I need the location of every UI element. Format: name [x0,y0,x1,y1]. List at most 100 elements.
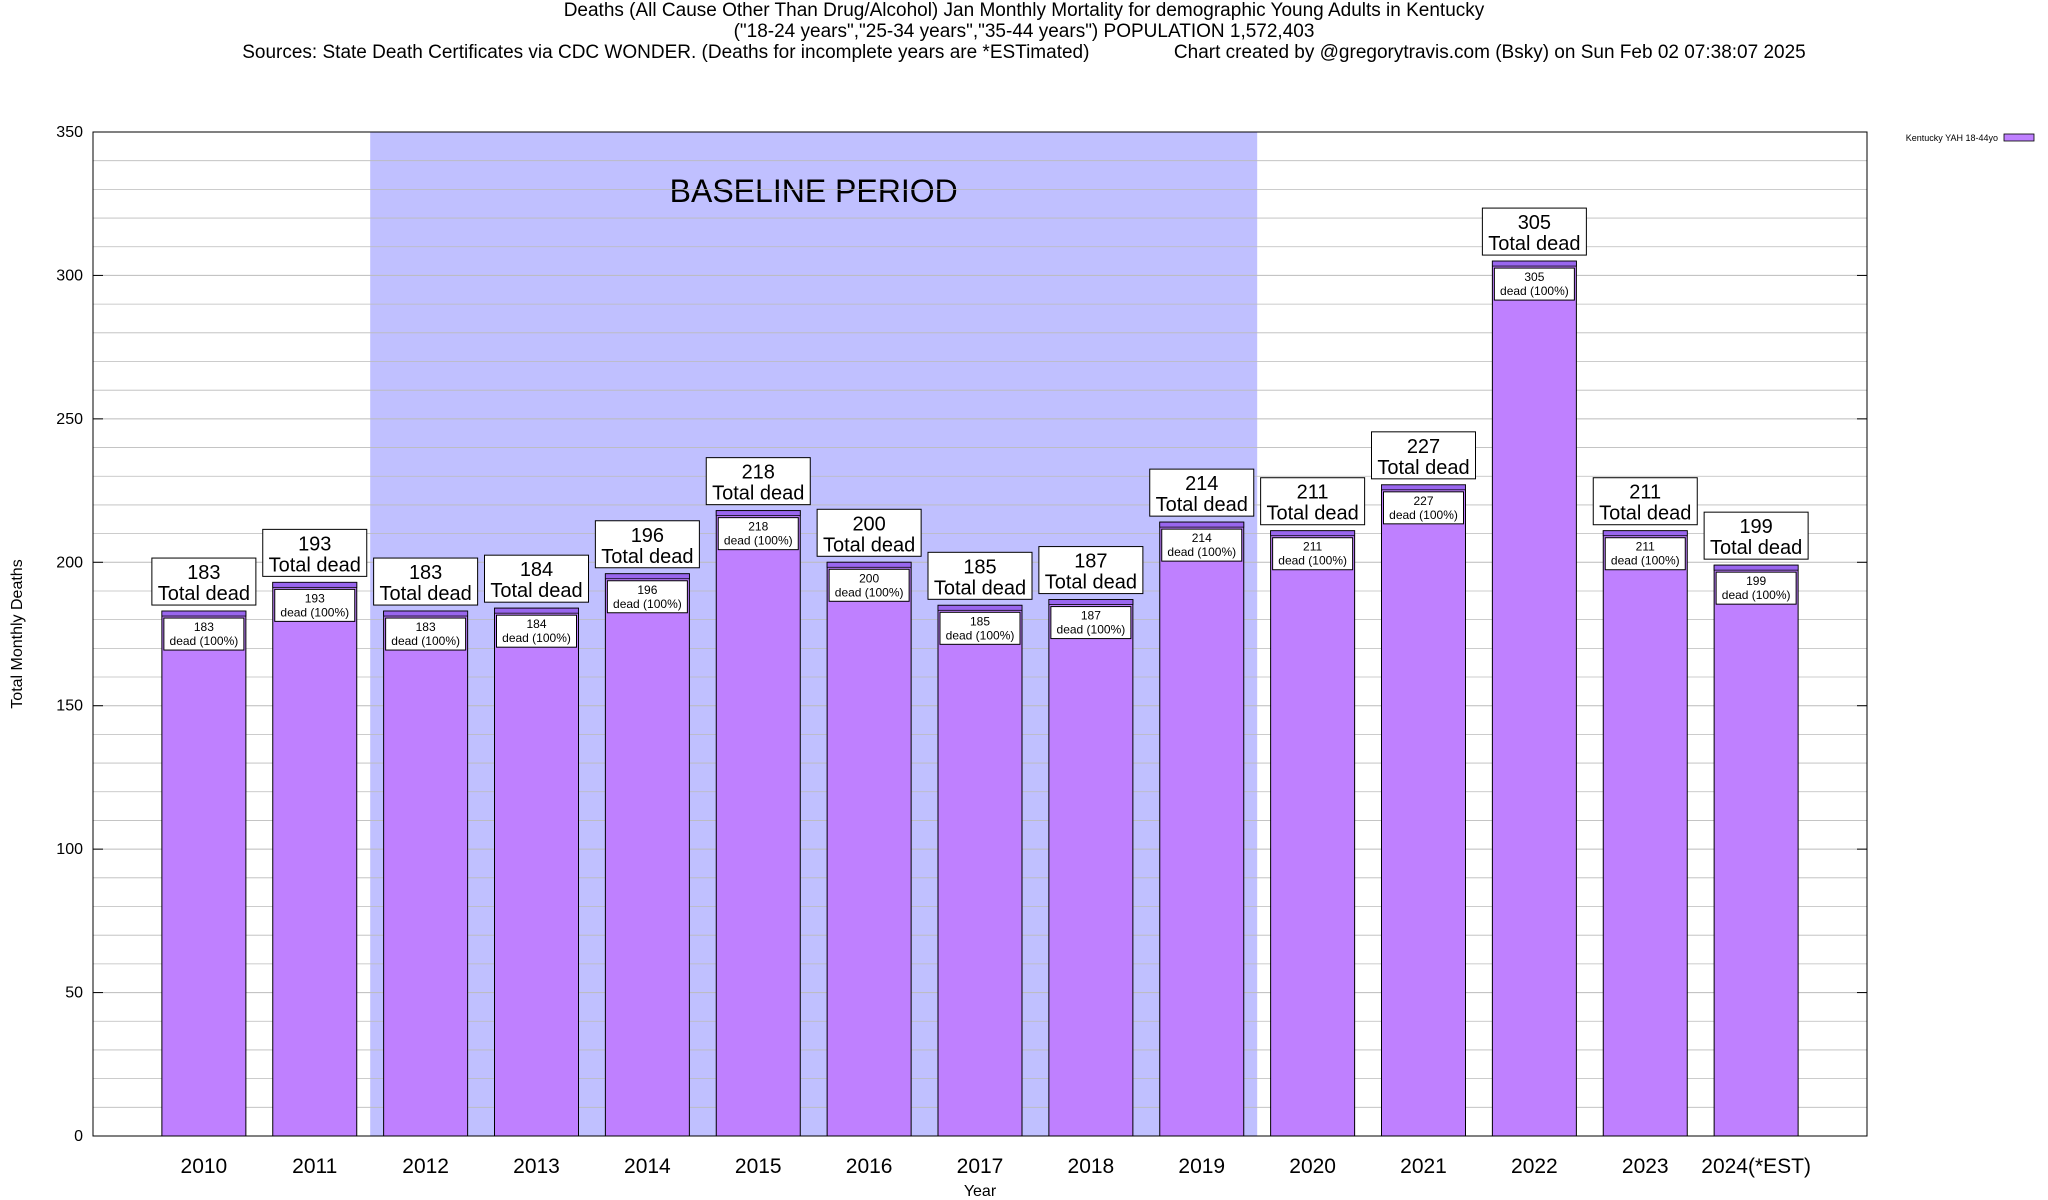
source-text: Sources: State Death Certificates via CD… [242,42,1090,63]
inner-label-box [1715,571,1797,605]
inner-percent-label: dead (100%) [502,631,571,645]
inner-percent-label: dead (100%) [1500,284,1569,298]
top-value-label: 211 [1629,482,1661,504]
bar [715,510,801,1137]
top-value-label: 214 [1185,473,1218,495]
legend-swatch [2003,133,2035,142]
x-tick-label: 2012 [402,1155,449,1178]
top-label-box [594,520,700,569]
inner-value-label: 305 [1524,270,1544,284]
inner-label-box [1383,491,1464,525]
inner-percent-label: dead (100%) [946,628,1015,642]
inner-value-label: 200 [859,571,879,585]
y-tick-label: 0 [74,1128,83,1145]
bar [272,581,358,1137]
top-total-label: Total dead [490,580,582,602]
x-axis-title: Year [964,1183,997,1200]
x-tick-label: 2014 [624,1155,671,1178]
legend-label: Kentucky YAH 18-44yo [1906,133,1998,143]
bar [937,604,1023,1137]
bar [604,573,690,1137]
x-tick-label: 2013 [513,1155,560,1178]
top-label-box [927,551,1033,600]
inner-label-box [828,568,910,602]
chart-source-line: Sources: State Death Certificates via CD… [0,42,2048,63]
inner-value-label: 227 [1413,494,1433,508]
plot-frame [92,131,1868,1137]
top-label-box [484,554,589,603]
credit-text: Chart created by @gregorytravis.com (Bsk… [1173,42,1806,63]
bar [1491,260,1577,1137]
inner-value-label: 187 [1081,609,1101,623]
top-value-label: 200 [852,513,885,535]
top-total-label: Total dead [1488,233,1580,255]
top-value-label: 211 [1297,482,1329,504]
x-tick-label: 2023 [1622,1155,1669,1178]
bar-cap [826,561,912,568]
x-tick-label: 2024(*EST) [1701,1155,1811,1178]
inner-value-label: 185 [970,614,990,628]
y-tick-label: 50 [65,985,83,1002]
top-total-label: Total dead [712,483,804,505]
bar-cap [937,604,1023,611]
top-total-label: Total dead [1156,494,1248,516]
top-total-label: Total dead [1599,503,1691,525]
x-tick-label: 2022 [1511,1155,1558,1178]
bar [1270,530,1356,1137]
x-tick-label: 2015 [735,1155,782,1178]
bar-cap [1048,599,1134,605]
inner-percent-label: dead (100%) [1167,545,1236,559]
inner-percent-label: dead (100%) [170,634,239,648]
axis-labels: 0 50 100 150 200 250 300 350 2010 2011 2012 2013 201… [9,124,1811,1200]
inner-percent-label: dead (100%) [1057,623,1126,637]
inner-label-box [163,617,245,651]
inner-value-label: 196 [637,583,657,597]
top-value-label: 187 [1074,551,1107,573]
bar-cap [494,607,579,614]
x-tick-label: 2011 [292,1155,337,1178]
inner-value-label: 183 [416,620,436,634]
x-tick-label: 2018 [1068,1155,1115,1178]
inner-label-box [496,614,577,648]
inner-value-label: 218 [748,520,768,534]
bar-cap [1381,484,1466,491]
inner-label-box [1161,528,1243,562]
bar-cap [715,510,801,517]
bar-cap [1602,530,1688,537]
bar-cap [161,610,247,617]
top-value-label: 185 [963,556,996,578]
top-label-box [151,557,257,606]
top-label-box [1481,207,1587,256]
inner-label-box [1050,606,1132,640]
inner-percent-label: dead (100%) [835,585,904,599]
x-tick-label: 2017 [957,1155,1004,1178]
top-label-box [816,508,922,557]
top-total-label: Total dead [269,554,361,576]
bar-cap [1159,521,1245,528]
bar [383,610,469,1137]
inner-label-box [717,517,799,551]
top-total-label: Total dead [601,546,693,568]
y-tick-label: 250 [56,411,83,428]
x-tick-label: 2020 [1289,1155,1336,1178]
baseline-period-label: BASELINE PERIOD [670,173,958,209]
y-axis-title: Total Monthly Deaths [9,559,26,708]
bar-cap [604,573,690,580]
bar-cap [1713,564,1799,571]
inner-percent-label: dead (100%) [391,634,460,648]
inner-label-box [274,588,356,622]
inner-percent-label: dead (100%) [613,597,682,611]
bar [494,607,579,1137]
top-total-label: Total dead [1045,572,1137,594]
inner-percent-label: dead (100%) [1722,588,1791,602]
inner-percent-label: dead (100%) [1611,554,1680,568]
